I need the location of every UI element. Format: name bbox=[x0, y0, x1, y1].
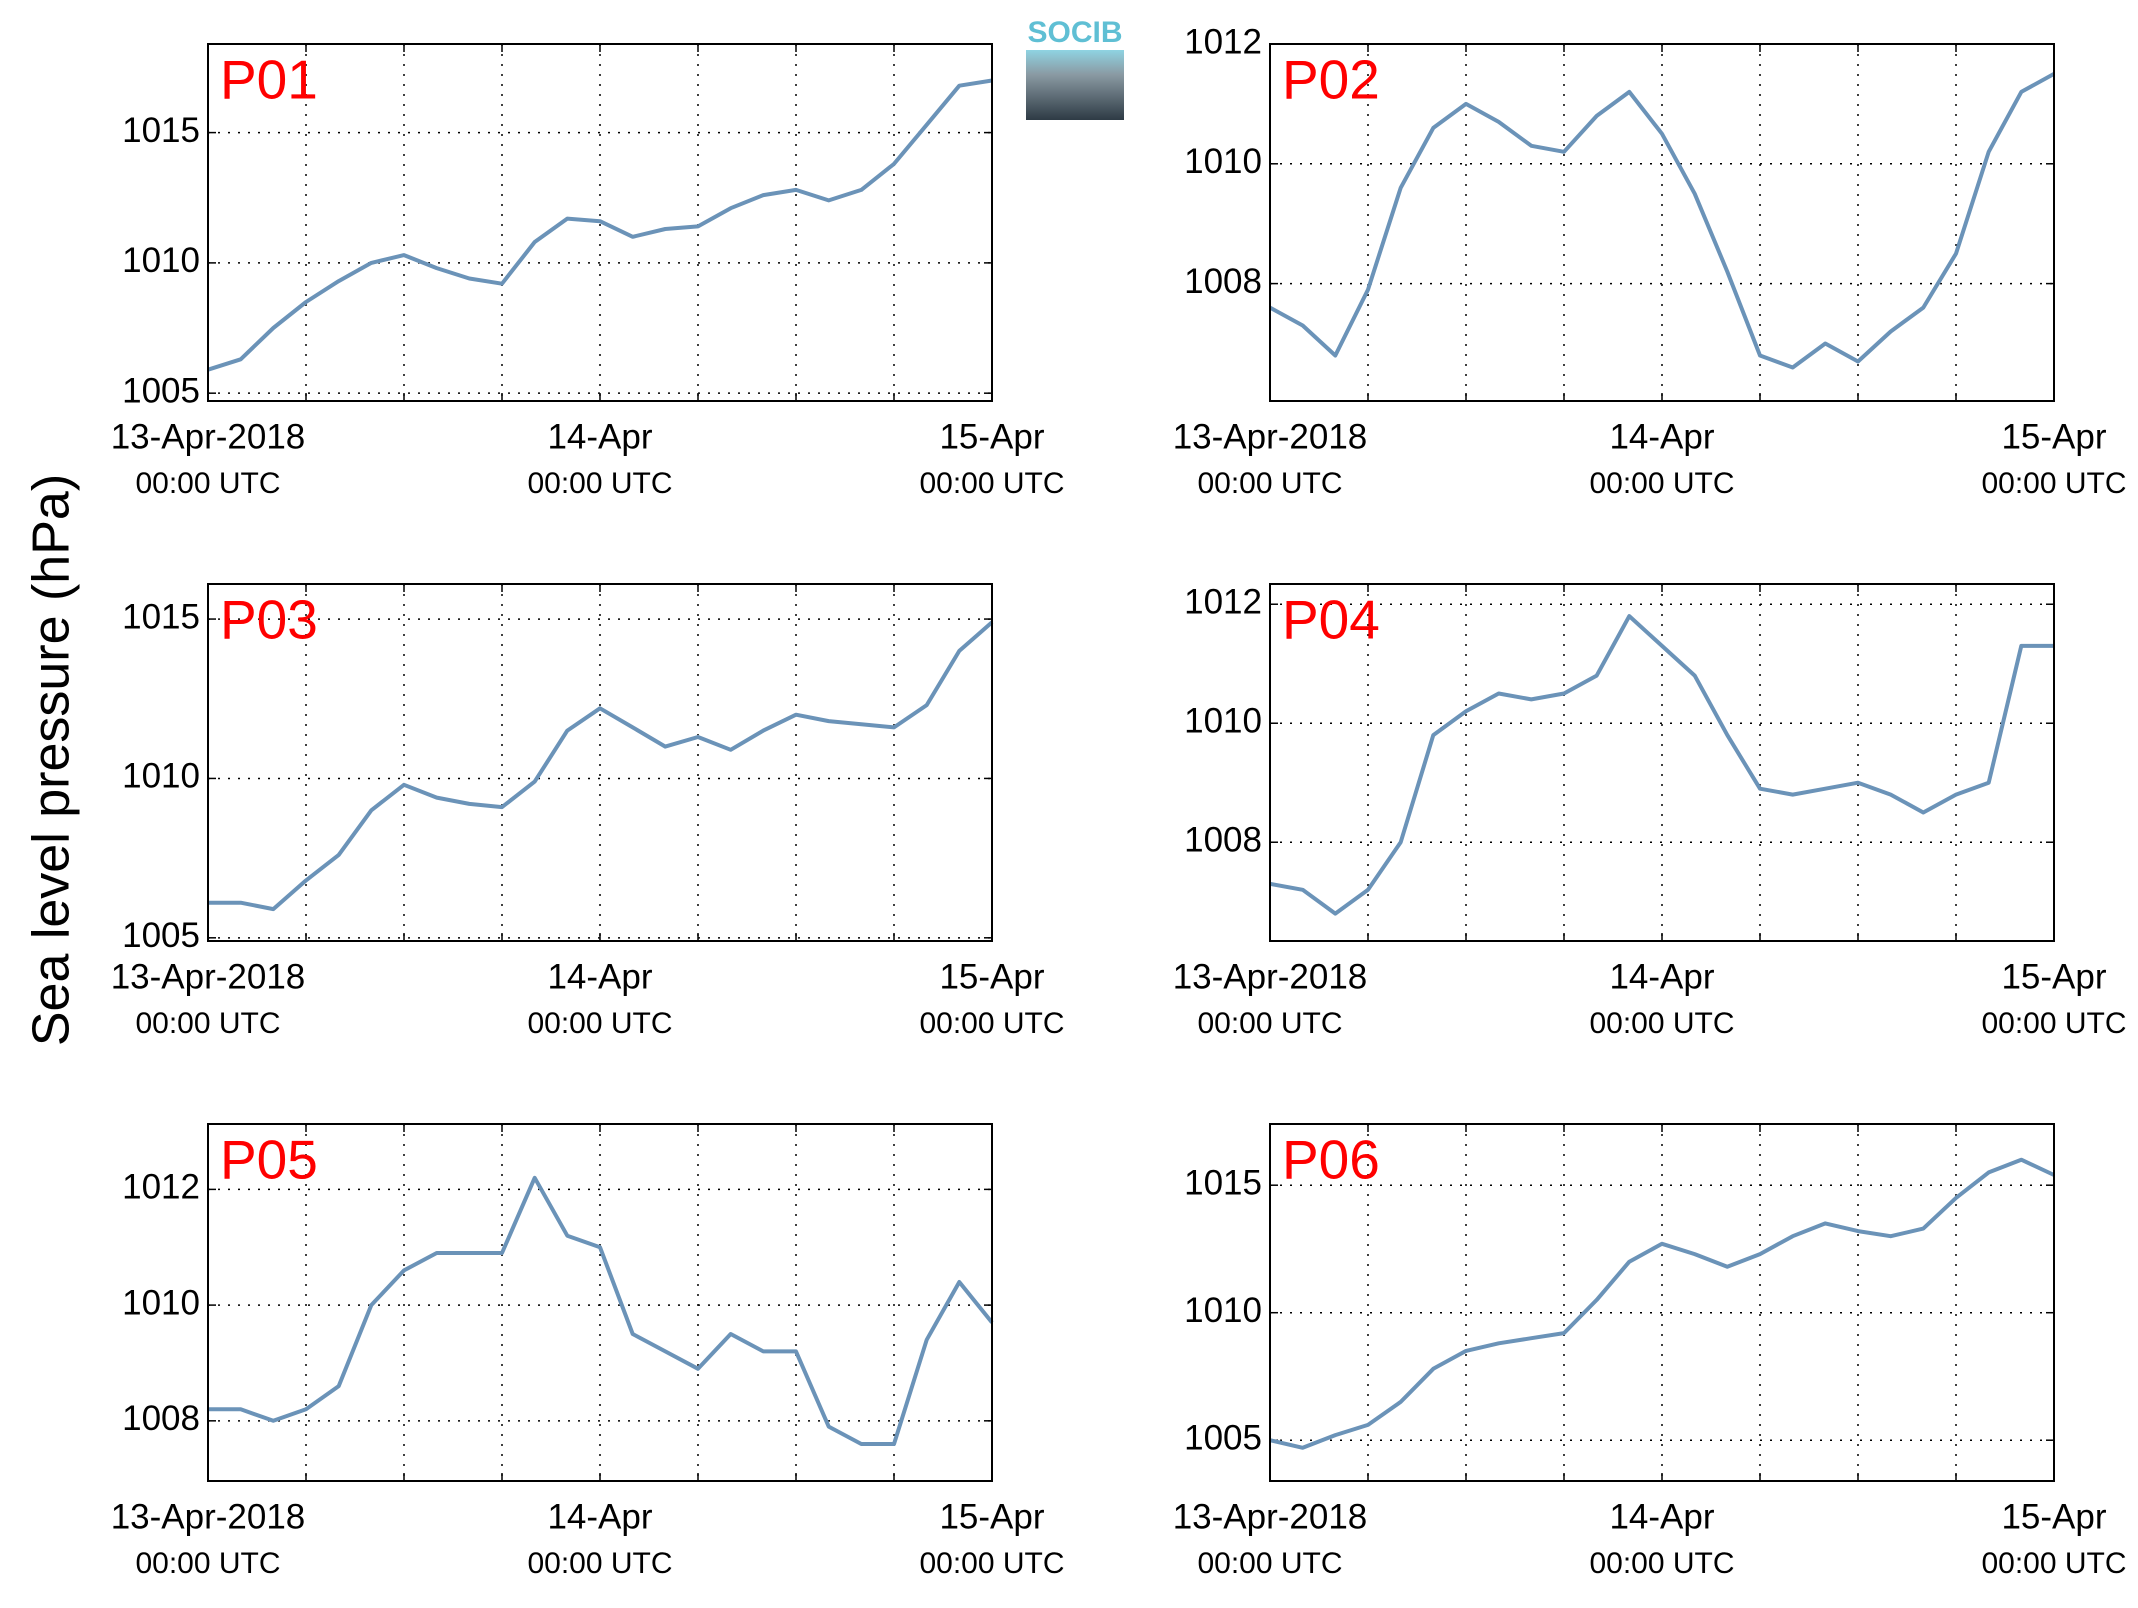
x-tick-label: 13-Apr-2018 bbox=[111, 417, 306, 456]
x-tick-sublabel: 00:00 UTC bbox=[1981, 1007, 2126, 1040]
x-tick-label: 13-Apr-2018 bbox=[111, 1497, 306, 1536]
x-tick-sublabel: 00:00 UTC bbox=[135, 1007, 280, 1040]
panel-title: P06 bbox=[1282, 1129, 1380, 1191]
x-tick-sublabel: 00:00 UTC bbox=[1981, 467, 2126, 500]
x-tick-label: 15-Apr bbox=[2001, 1497, 2106, 1536]
x-tick-sublabel: 00:00 UTC bbox=[135, 1547, 280, 1580]
x-tick-sublabel: 00:00 UTC bbox=[1981, 1547, 2126, 1580]
x-tick-sublabel: 00:00 UTC bbox=[919, 467, 1064, 500]
y-tick-label: 1005 bbox=[122, 916, 200, 955]
y-tick-label: 1008 bbox=[1184, 262, 1262, 301]
y-tick-label: 1012 bbox=[122, 1168, 200, 1207]
panel-title: P04 bbox=[1282, 589, 1380, 651]
y-tick-label: 1010 bbox=[122, 1283, 200, 1322]
x-tick-label: 14-Apr bbox=[1609, 957, 1714, 996]
plot-frame bbox=[1269, 1123, 2055, 1482]
x-tick-label: 13-Apr-2018 bbox=[111, 957, 306, 996]
x-tick-label: 14-Apr bbox=[1609, 1497, 1714, 1536]
panel-title: P02 bbox=[1282, 49, 1380, 111]
x-tick-sublabel: 00:00 UTC bbox=[1197, 1547, 1342, 1580]
y-tick-label: 1010 bbox=[122, 241, 200, 280]
plot-area bbox=[208, 584, 992, 941]
x-tick-label: 15-Apr bbox=[2001, 957, 2106, 996]
y-tick-label: 1012 bbox=[1184, 22, 1262, 61]
x-tick-label: 14-Apr bbox=[547, 1497, 652, 1536]
plot-area bbox=[208, 1124, 992, 1481]
y-tick-label: 1010 bbox=[122, 757, 200, 796]
y-tick-label: 1005 bbox=[1184, 1418, 1262, 1457]
data-line bbox=[208, 620, 994, 912]
logo-text: SOCIB bbox=[1027, 16, 1122, 49]
x-tick-sublabel: 00:00 UTC bbox=[1197, 1007, 1342, 1040]
x-tick-sublabel: 00:00 UTC bbox=[135, 467, 280, 500]
y-tick-label: 1015 bbox=[122, 597, 200, 636]
x-tick-sublabel: 00:00 UTC bbox=[527, 1007, 672, 1040]
x-tick-label: 14-Apr bbox=[1609, 417, 1714, 456]
y-tick-label: 1012 bbox=[1184, 582, 1262, 621]
x-tick-label: 15-Apr bbox=[939, 417, 1044, 456]
data-line bbox=[1269, 72, 2055, 370]
y-tick-label: 1008 bbox=[1184, 820, 1262, 859]
plot-frame bbox=[207, 583, 993, 942]
x-tick-sublabel: 00:00 UTC bbox=[1589, 467, 1734, 500]
y-axis-label: Sea level pressure (hPa) bbox=[23, 474, 81, 1046]
x-tick-label: 13-Apr-2018 bbox=[1173, 1497, 1368, 1536]
x-tick-sublabel: 00:00 UTC bbox=[919, 1007, 1064, 1040]
plot-frame bbox=[207, 43, 993, 402]
x-tick-label: 15-Apr bbox=[939, 1497, 1044, 1536]
y-tick-label: 1008 bbox=[122, 1399, 200, 1438]
x-tick-label: 15-Apr bbox=[2001, 417, 2106, 456]
data-line bbox=[1269, 1157, 2055, 1450]
y-tick-label: 1010 bbox=[1184, 1291, 1262, 1330]
x-tick-sublabel: 00:00 UTC bbox=[1589, 1547, 1734, 1580]
panel-title: P01 bbox=[220, 49, 318, 111]
x-tick-label: 14-Apr bbox=[547, 417, 652, 456]
panel-title: P05 bbox=[220, 1129, 318, 1191]
plot-area bbox=[1270, 44, 2054, 401]
x-tick-sublabel: 00:00 UTC bbox=[1589, 1007, 1734, 1040]
x-tick-label: 14-Apr bbox=[547, 957, 652, 996]
x-tick-sublabel: 00:00 UTC bbox=[527, 467, 672, 500]
data-line bbox=[207, 78, 993, 372]
x-tick-sublabel: 00:00 UTC bbox=[527, 1547, 672, 1580]
panel-title: P03 bbox=[220, 589, 318, 651]
x-tick-label: 13-Apr-2018 bbox=[1173, 957, 1368, 996]
x-tick-label: 13-Apr-2018 bbox=[1173, 417, 1368, 456]
y-tick-label: 1015 bbox=[1184, 1163, 1262, 1202]
plot-frame bbox=[1269, 43, 2055, 402]
y-tick-label: 1010 bbox=[1184, 701, 1262, 740]
x-tick-sublabel: 00:00 UTC bbox=[1197, 467, 1342, 500]
y-tick-label: 1005 bbox=[122, 371, 200, 410]
data-line bbox=[1269, 614, 2054, 916]
data-line bbox=[208, 1175, 994, 1446]
x-tick-label: 15-Apr bbox=[939, 957, 1044, 996]
plot-frame bbox=[1269, 583, 2055, 942]
plot-area bbox=[1270, 584, 2054, 941]
plot-area bbox=[1270, 1124, 2054, 1481]
plot-frame bbox=[207, 1123, 993, 1482]
y-tick-label: 1010 bbox=[1184, 142, 1262, 181]
y-tick-label: 1015 bbox=[122, 111, 200, 150]
logo-box bbox=[1026, 50, 1124, 120]
x-tick-sublabel: 00:00 UTC bbox=[919, 1547, 1064, 1580]
